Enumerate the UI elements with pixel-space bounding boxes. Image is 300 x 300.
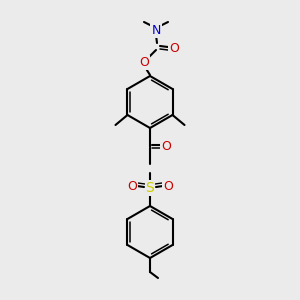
Text: O: O — [161, 140, 171, 152]
Text: O: O — [127, 179, 137, 193]
Text: S: S — [146, 181, 154, 195]
Text: O: O — [169, 41, 179, 55]
Text: O: O — [139, 56, 149, 68]
Text: O: O — [163, 179, 173, 193]
Text: N: N — [151, 23, 161, 37]
